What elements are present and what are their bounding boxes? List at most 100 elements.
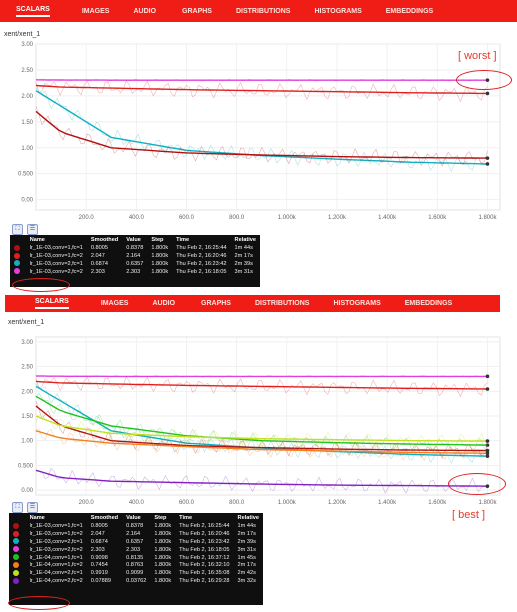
legend-cell-step: 1.800k: [154, 562, 172, 569]
tab-audio[interactable]: AUDIO: [133, 7, 157, 15]
legend-cell-smoothed: 0.07889: [90, 578, 111, 585]
series-line[interactable]: [35, 405, 488, 452]
series-line[interactable]: [35, 469, 488, 487]
y-tick-label: 3.00: [21, 42, 33, 48]
y-tick-label: 2.00: [21, 94, 33, 100]
series-color-dot: [13, 570, 19, 577]
legend-cell-smoothed: 0.9919: [90, 570, 108, 577]
y-tick-label: 0.00: [21, 488, 33, 494]
legend-cell-time: Thu Feb 2, 16:18:05: [176, 268, 227, 275]
plot-area: [35, 43, 501, 211]
legend-row[interactable]: lr_1E-03,conv=1,fc=1 0.8005 0.8378 1.800k Th…: [9, 522, 263, 530]
worst-annotation: [ worst ]: [458, 50, 497, 62]
legend-row[interactable]: lr_1E-03,conv=2,fc=2 2.303 2.303 1.800k Thu …: [10, 268, 260, 276]
tab-audio[interactable]: AUDIO: [152, 300, 176, 307]
x-tick-label: 1.800k: [478, 500, 497, 506]
legend-cell-value: 0.8378: [126, 244, 144, 251]
series-color-dot: [13, 522, 19, 529]
legend-col-step: Step: [154, 514, 167, 521]
legend-cell-relative: 1m 45s: [237, 554, 256, 561]
tab-distributions[interactable]: DISTRIBUTIONS: [235, 7, 291, 15]
legend-row[interactable]: lr_1E-03,conv=1,fc=2 2.047 2.164 1.800k Thu …: [10, 252, 260, 260]
series-end-point: [485, 156, 490, 160]
legend-row[interactable]: lr_1E-04,conv=2,fc=1 0.9919 0.9099 1.800k Th…: [9, 569, 263, 577]
series-color-dot: [14, 260, 20, 267]
legend-cell-name: lr_1E-04,conv=2,fc=1: [29, 570, 83, 577]
legend-col-relative: Relative: [234, 236, 256, 243]
series-line[interactable]: [35, 415, 488, 442]
loss-chart-bottom[interactable]: 3.00 2.50 2.00 1.50 1.00 0.500 0.00 200.0 400.0 6…: [0, 333, 510, 509]
x-tick-label: 1.400k: [378, 500, 397, 506]
tab-images[interactable]: IMAGES: [81, 7, 110, 15]
tab-scalars[interactable]: SCALARS: [35, 298, 69, 309]
series-end-point: [485, 439, 490, 443]
legend-cell-relative: 2m 42s: [237, 570, 256, 577]
legend-cell-relative: 1m 44s: [234, 244, 253, 251]
legend-cell-value: 0.8135: [126, 554, 144, 561]
tab-histograms[interactable]: HISTOGRAMS: [314, 7, 362, 15]
legend-cell-smoothed: 0.6874: [90, 538, 108, 545]
legend-cell-name: lr_1E-04,conv=1,fc=2: [29, 562, 83, 569]
legend-row[interactable]: lr_1E-03,conv=1,fc=2 2.047 2.164 1.800k Thu …: [9, 530, 263, 538]
series-end-point: [485, 451, 490, 456]
tab-images[interactable]: IMAGES: [100, 300, 129, 307]
legend-row[interactable]: lr_1E-03,conv=1,fc=1 0.8005 0.8378 1.800k Th…: [10, 244, 260, 252]
legend-cell-step: 1.800k: [154, 546, 172, 553]
legend-cell-value: 2.303: [126, 546, 141, 553]
tab-graphs[interactable]: GRAPHS: [182, 7, 212, 15]
bottom-tab-bar: SCALARS IMAGES AUDIO GRAPHS DISTRIBUTION…: [5, 295, 500, 312]
legend-col-smoothed: Smoothed: [90, 514, 119, 521]
loss-chart-top[interactable]: 3.00 2.50 2.00 1.50 1.00 0.500 0.00 200.0 400.0 6…: [0, 40, 510, 222]
tab-embeddings[interactable]: EMBEDDINGS: [385, 7, 434, 15]
legend-col-name: Name: [29, 236, 45, 243]
legend-row[interactable]: lr_1E-03,conv=2,fc=1 0.6874 0.6357 1.800k Th…: [9, 538, 263, 546]
series-line[interactable]: [35, 395, 488, 446]
expand-icon[interactable]: ⛶: [12, 502, 23, 513]
legend-row[interactable]: lr_1E-04,conv=2,fc=2 0.07889 0.03762 1.800k…: [9, 577, 263, 585]
y-tick-label: 1.50: [21, 120, 33, 126]
legend-cell-step: 1.800k: [151, 260, 169, 267]
legend-cell-time: Thu Feb 2, 16:20:46: [176, 252, 227, 259]
y-tick-label: 1.00: [21, 146, 33, 152]
legend-swatch-cell: [10, 268, 26, 276]
tab-distributions[interactable]: DISTRIBUTIONS: [254, 300, 310, 307]
tab-graphs[interactable]: GRAPHS: [201, 300, 231, 307]
data-table-icon[interactable]: ☰: [27, 502, 38, 513]
legend-cell-relative: 1m 44s: [237, 522, 256, 529]
y-tick-label: 0.00: [21, 198, 33, 204]
data-table-icon[interactable]: ☰: [27, 224, 38, 235]
series-line[interactable]: [35, 380, 488, 390]
tab-embeddings[interactable]: EMBEDDINGS: [404, 300, 453, 307]
tab-scalars[interactable]: SCALARS: [16, 6, 50, 17]
legend-swatch-cell: [10, 252, 26, 260]
series-line[interactable]: [35, 430, 488, 454]
legend-cell-step: 1.800k: [154, 554, 172, 561]
tab-histograms[interactable]: HISTOGRAMS: [333, 300, 381, 307]
legend-cell-time: Thu Feb 2, 16:23:42: [176, 260, 227, 267]
legend-cell-smoothed: 0.8005: [90, 244, 108, 251]
series-line[interactable]: [35, 110, 488, 159]
legend-cell-relative: 2m 17s: [237, 562, 256, 569]
y-tick-label: 2.50: [21, 365, 33, 371]
series-color-dot: [13, 546, 19, 553]
series-line[interactable]: [35, 84, 488, 95]
legend-cell-name: lr_1E-03,conv=2,fc=2: [29, 546, 83, 553]
legend-row[interactable]: lr_1E-03,conv=2,fc=2 2.303 2.303 1.800k Thu …: [9, 546, 263, 554]
legend-row[interactable]: lr_1E-03,conv=2,fc=1 0.6874 0.6357 1.800k Th…: [10, 260, 260, 268]
legend-row[interactable]: lr_1E-04,conv=1,fc=1 0.9098 0.8135 1.800k Th…: [9, 554, 263, 562]
run-title: xent/xent_1: [4, 31, 41, 38]
legend-cell-step: 1.800k: [151, 252, 169, 259]
legend-col-smoothed: Smoothed: [90, 236, 119, 243]
legend-cell-step: 1.800k: [151, 268, 169, 275]
legend-cell-step: 1.800k: [154, 570, 172, 577]
legend-cell-value: 2.164: [126, 252, 141, 259]
legend-cell-relative: 2m 17s: [234, 252, 253, 259]
legend-cell-name: lr_1E-03,conv=1,fc=1: [29, 244, 83, 251]
legend-row[interactable]: lr_1E-04,conv=1,fc=2 0.7454 0.8763 1.800k Th…: [9, 561, 263, 569]
legend-cell-smoothed: 2.047: [90, 530, 105, 537]
series-end-point: [485, 448, 490, 453]
legend-cell-value: 2.164: [126, 530, 141, 537]
expand-icon[interactable]: ⛶: [12, 224, 23, 235]
x-tick-label: 200.0: [79, 500, 95, 506]
legend-swatch-cell: [9, 569, 26, 577]
